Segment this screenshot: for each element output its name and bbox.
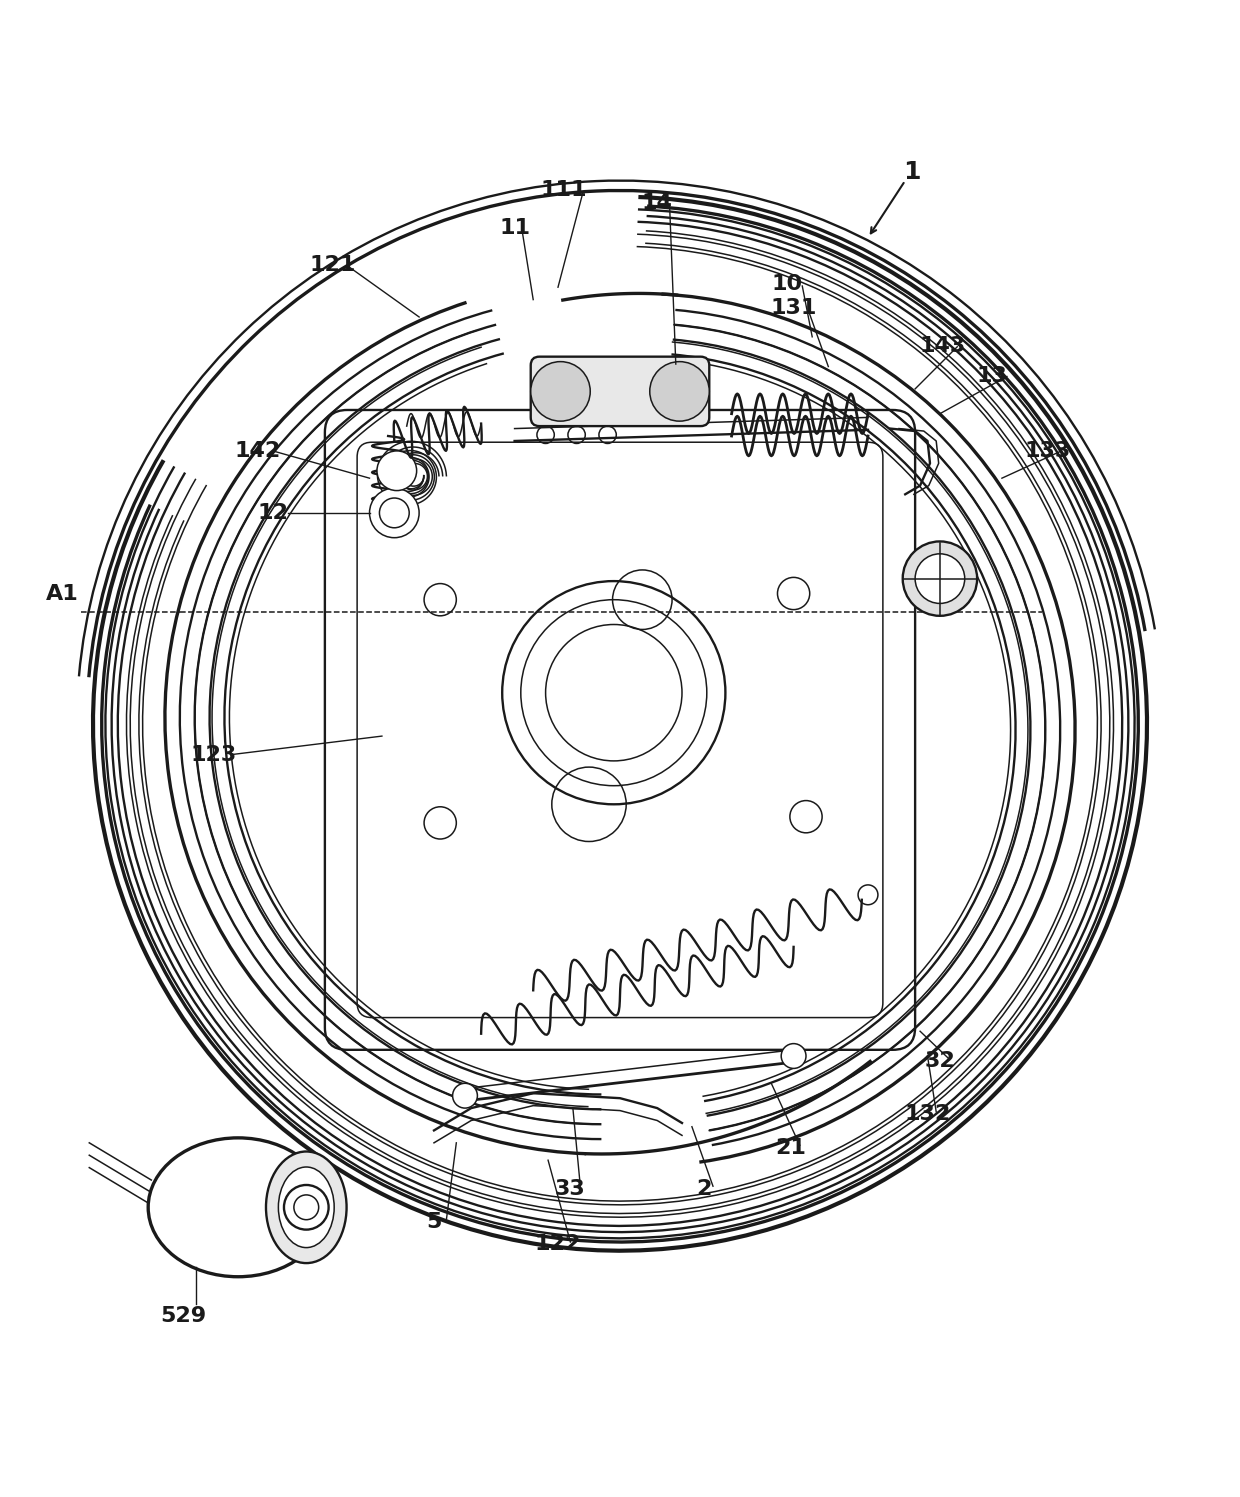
Circle shape: [502, 581, 725, 804]
FancyBboxPatch shape: [531, 356, 709, 427]
Circle shape: [650, 362, 709, 421]
Text: 111: 111: [541, 181, 588, 201]
Text: 132: 132: [904, 1105, 951, 1124]
Circle shape: [531, 362, 590, 421]
Text: 123: 123: [190, 744, 237, 765]
Text: 133: 133: [1024, 442, 1071, 461]
Text: 2: 2: [697, 1178, 712, 1199]
Text: 121: 121: [309, 254, 356, 275]
Text: 122: 122: [534, 1235, 582, 1254]
Text: 529: 529: [160, 1307, 207, 1326]
Text: 143: 143: [919, 335, 966, 355]
Circle shape: [521, 600, 707, 786]
Text: 14: 14: [642, 193, 672, 213]
Text: 131: 131: [770, 298, 817, 319]
Circle shape: [284, 1186, 329, 1229]
Text: 10: 10: [771, 274, 804, 293]
Circle shape: [903, 542, 977, 615]
Text: 21: 21: [776, 1138, 806, 1157]
Circle shape: [453, 1084, 477, 1108]
Ellipse shape: [149, 1138, 327, 1277]
Text: 1: 1: [903, 160, 920, 184]
Text: 142: 142: [234, 442, 281, 461]
Text: 11: 11: [498, 217, 531, 238]
Ellipse shape: [170, 1163, 219, 1250]
Circle shape: [781, 1043, 806, 1069]
Text: A1: A1: [46, 584, 78, 603]
FancyBboxPatch shape: [325, 410, 915, 1049]
FancyBboxPatch shape: [357, 442, 883, 1018]
Ellipse shape: [265, 1151, 346, 1263]
Text: 32: 32: [925, 1051, 955, 1070]
Circle shape: [370, 488, 419, 537]
Text: 12: 12: [258, 503, 288, 522]
Text: 33: 33: [556, 1178, 585, 1199]
Text: 13: 13: [977, 367, 1007, 386]
Circle shape: [915, 554, 965, 603]
Ellipse shape: [278, 1168, 334, 1247]
Circle shape: [377, 451, 417, 491]
Text: 5: 5: [427, 1213, 441, 1232]
